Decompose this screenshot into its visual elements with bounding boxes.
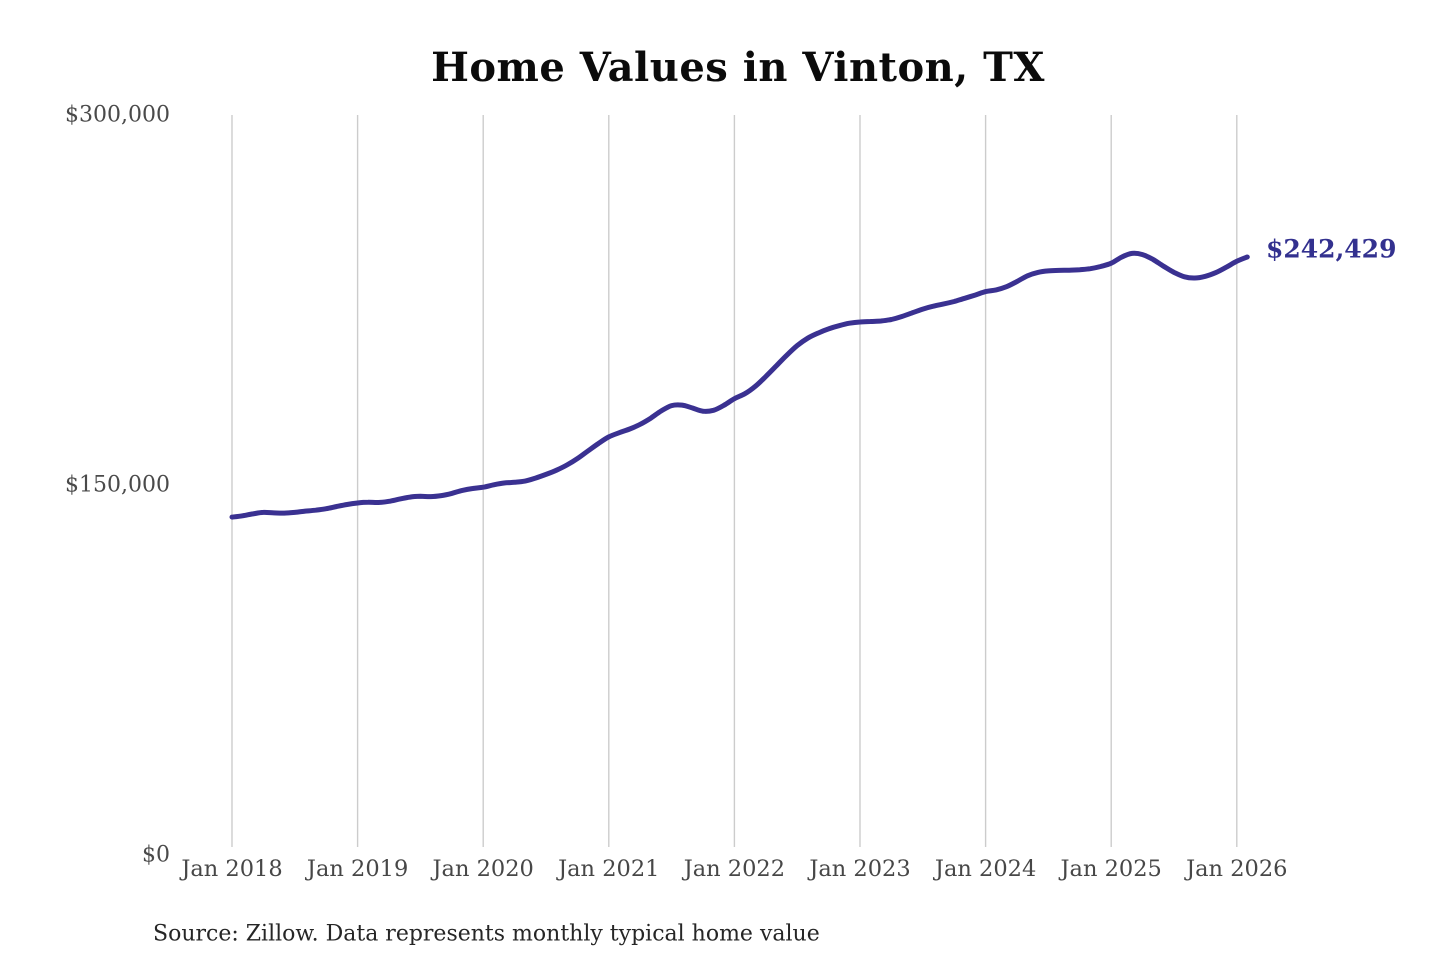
source-note: Source: Zillow. Data represents monthly …: [153, 921, 820, 947]
x-axis-label: Jan 2024: [934, 856, 1037, 882]
y-axis-label: $300,000: [65, 102, 170, 128]
latest-value-label: $242,429: [1266, 234, 1397, 264]
x-axis-label: Jan 2021: [558, 856, 660, 882]
home-value-line: [229, 250, 1250, 520]
y-axis-label: $0: [142, 842, 170, 868]
x-axis-label: Jan 2020: [432, 856, 534, 882]
x-axis-label: Jan 2026: [1186, 856, 1288, 882]
y-axis-label: $150,000: [65, 472, 170, 498]
x-axis-label: Jan 2025: [1060, 856, 1162, 882]
chart-title: Home Values in Vinton, TX: [431, 44, 1045, 91]
x-axis-label: Jan 2019: [306, 856, 409, 882]
x-axis-label: Jan 2023: [809, 856, 911, 882]
x-axis-label: Jan 2022: [683, 856, 786, 882]
x-axis-label: Jan 2018: [181, 856, 283, 882]
